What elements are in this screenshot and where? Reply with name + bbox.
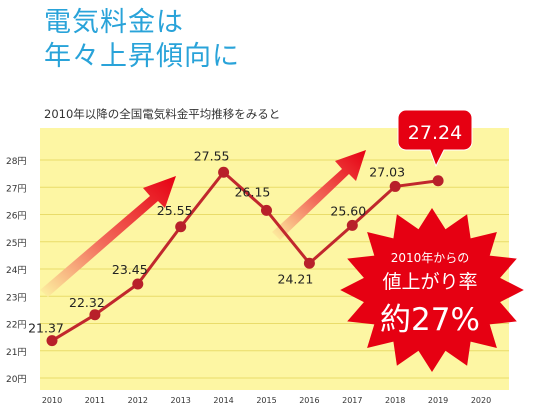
x-tick-label: 2017 xyxy=(342,396,362,405)
burst-line-1: 2010年からの xyxy=(391,251,470,265)
value-label: 25.60 xyxy=(330,203,366,218)
value-label: 27.55 xyxy=(194,148,230,163)
x-tick-label: 2014 xyxy=(213,396,233,405)
x-axis-ticks: 2010 2011 2012 2013 2014 2015 2016 2017 2018 2019… xyxy=(42,396,491,405)
data-point xyxy=(346,219,358,231)
series-line xyxy=(51,170,439,342)
highlight-bubble: 27.24 xyxy=(397,109,473,168)
y-tick-label: 21円 xyxy=(6,347,26,358)
value-labels: 21.37 22.32 23.45 25.55 27.55 26.15 24.21 25.60… xyxy=(28,148,405,335)
data-point xyxy=(89,309,101,321)
x-tick-label: 2012 xyxy=(128,396,148,405)
series-polyline xyxy=(51,170,439,342)
x-tick-label: 2010 xyxy=(42,396,62,405)
value-label: 27.03 xyxy=(369,164,405,179)
x-tick-label: 2011 xyxy=(85,396,105,405)
y-tick-label: 25円 xyxy=(6,238,26,249)
y-tick-label: 28円 xyxy=(6,156,26,167)
data-point xyxy=(218,166,230,178)
y-tick-label: 27円 xyxy=(6,183,26,194)
headline-line-1: 電気料金は xyxy=(44,7,184,38)
y-tick-label: 20円 xyxy=(6,374,26,385)
data-point xyxy=(261,204,272,216)
data-point xyxy=(432,175,444,187)
y-tick-label: 22円 xyxy=(6,320,26,331)
y-tick-label: 24円 xyxy=(6,265,26,276)
chart-subtitle: 2010年以降の全国電気料金平均推移をみると xyxy=(44,107,281,121)
x-tick-label: 2013 xyxy=(171,396,191,405)
y-axis-ticks: 20円 21円 22円 23円 24円 25円 26円 27円 28円 xyxy=(6,156,26,385)
value-label: 24.21 xyxy=(278,271,314,286)
data-point xyxy=(46,335,58,347)
value-label: 26.15 xyxy=(235,184,271,199)
highlight-value: 27.24 xyxy=(408,122,462,144)
value-label: 25.55 xyxy=(157,203,193,218)
data-point xyxy=(389,180,401,192)
rising-arrow-right xyxy=(272,150,366,240)
rising-arrow-left xyxy=(40,176,176,297)
value-label: 23.45 xyxy=(112,262,148,277)
y-tick-label: 23円 xyxy=(6,292,26,303)
series-markers xyxy=(46,166,444,347)
headline: 電気料金は 年々上昇傾向に xyxy=(44,6,240,74)
x-tick-label: 2015 xyxy=(256,396,276,405)
value-label: 21.37 xyxy=(28,321,64,336)
x-tick-label: 2018 xyxy=(385,396,405,405)
increase-burst: 2010年からの 値上がり率 約27% xyxy=(340,208,524,372)
data-point xyxy=(132,278,144,290)
headline-line-2: 年々上昇傾向に xyxy=(44,41,240,72)
burst-line-2: 値上がり率 xyxy=(382,271,477,293)
x-tick-label: 2016 xyxy=(299,396,319,405)
x-tick-label: 2019 xyxy=(428,396,448,405)
data-point xyxy=(175,221,187,233)
burst-line-3: 約27% xyxy=(380,302,480,338)
value-label: 22.32 xyxy=(69,295,105,310)
data-point xyxy=(303,257,315,269)
y-tick-label: 26円 xyxy=(6,211,26,222)
x-tick-label: 2020 xyxy=(471,396,491,405)
